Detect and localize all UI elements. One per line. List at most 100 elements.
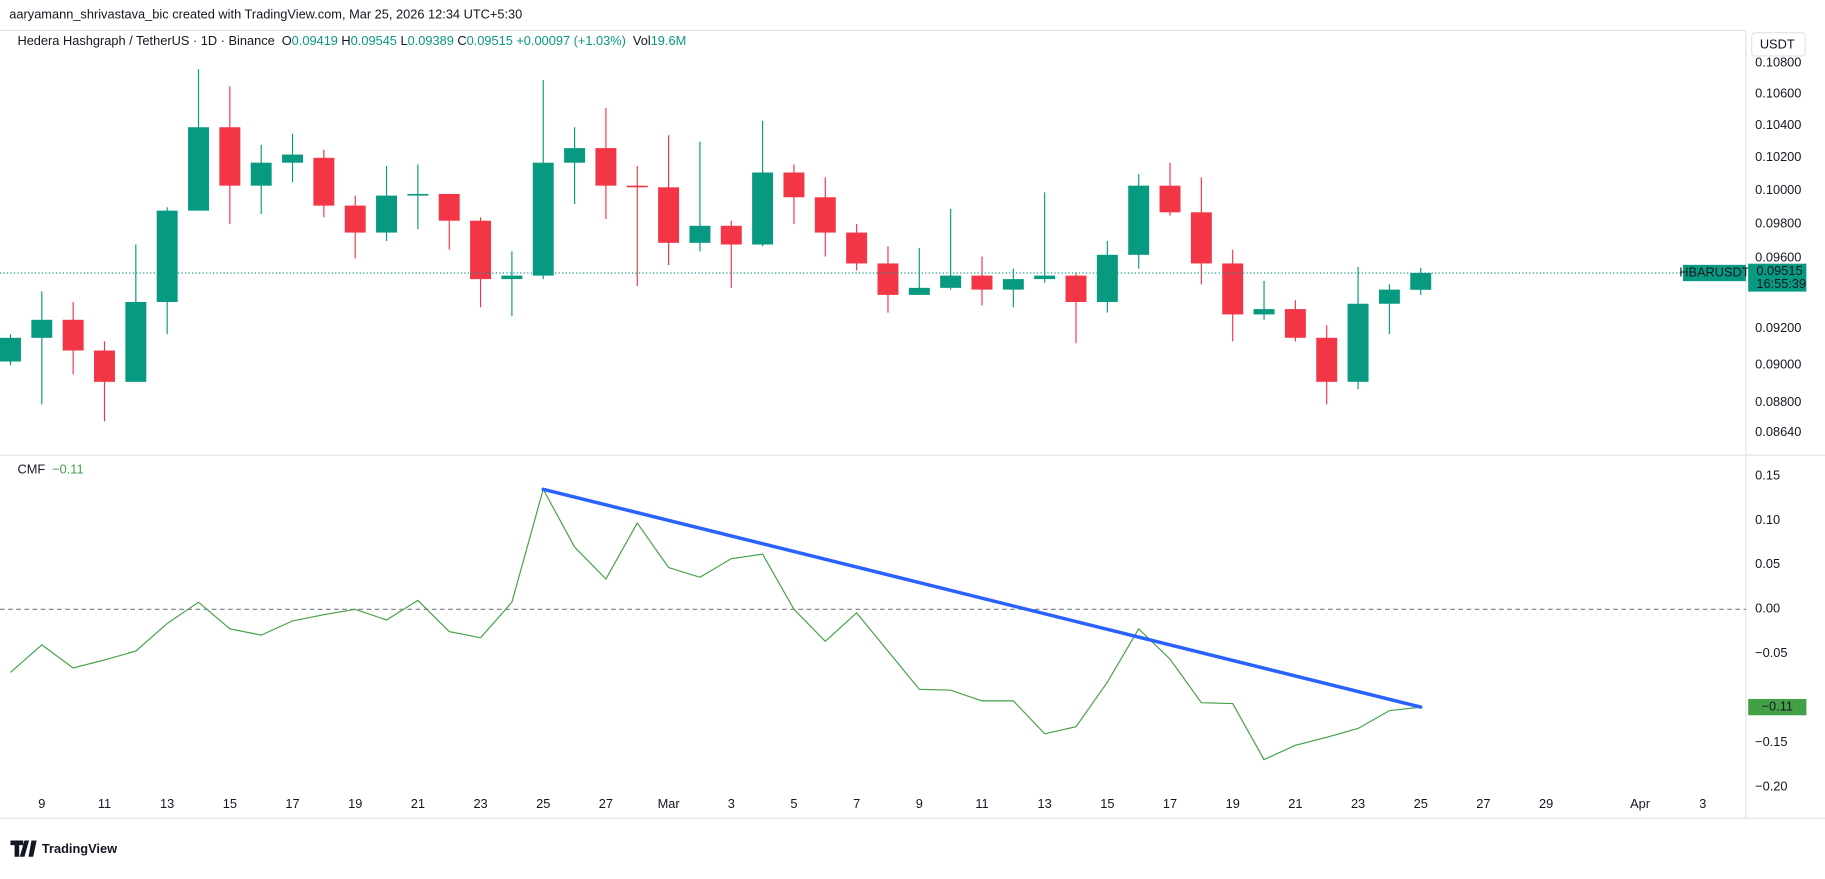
currency-label[interactable]: USDT (1760, 36, 1795, 51)
candle-body (1002, 279, 1024, 290)
x-tick-label: Mar (658, 796, 681, 811)
candle-body (313, 157, 335, 206)
legend-key: O (282, 33, 292, 48)
candle-body (1065, 275, 1087, 302)
x-tick-label: 19 (348, 796, 362, 811)
candle-body (877, 263, 899, 295)
y-tick-label: −0.05 (1755, 645, 1787, 660)
candle-body (783, 172, 805, 198)
x-tick-label: 25 (536, 796, 550, 811)
candle-body (156, 210, 178, 302)
logo-mark (10, 840, 37, 857)
x-tick-label: 25 (1414, 796, 1428, 811)
candle-body (658, 187, 680, 243)
x-tick-label: 5 (790, 796, 797, 811)
legend-key: L (400, 33, 407, 48)
candle-body (31, 319, 53, 338)
legend-key: C (457, 33, 466, 48)
x-tick-label: 13 (160, 796, 174, 811)
x-tick-label: 21 (411, 796, 425, 811)
candle-body (1347, 303, 1369, 382)
legend-key: H (341, 33, 350, 48)
candle-body (376, 195, 398, 233)
candle-body (1034, 275, 1056, 280)
candle-body (0, 337, 21, 362)
symbol-title: Hedera Hashgraph / TetherUS · 1D · Binan… (17, 33, 274, 48)
candle-body (626, 185, 648, 188)
y-tick-label: −0.15 (1755, 734, 1787, 749)
candle-body (1410, 272, 1432, 290)
candle-body (470, 220, 492, 280)
cmf-line (10, 487, 1421, 761)
candle-body (752, 172, 774, 245)
legend-value: 0.09515 (467, 33, 513, 48)
x-tick-label: 27 (1476, 796, 1490, 811)
candle-body (219, 127, 241, 186)
candle-body (1316, 337, 1338, 382)
x-tick-label: 9 (38, 796, 45, 811)
value-tag-bg (1748, 698, 1807, 716)
y-tick-label: 0.09600 (1755, 250, 1801, 265)
x-tick-label: Apr (1630, 796, 1651, 811)
symbol-tag-bg (1683, 264, 1746, 282)
candle-body (595, 148, 617, 186)
price-tag-bg (1748, 263, 1807, 292)
y-tick-label: 0.08640 (1755, 424, 1801, 439)
candle-body (438, 193, 460, 221)
candle-body (971, 275, 993, 290)
y-tick-label: −0.20 (1755, 779, 1787, 794)
y-tick-label: 0.10000 (1755, 182, 1801, 197)
candle-body (1190, 212, 1212, 264)
x-tick-label: 17 (1163, 796, 1177, 811)
candle-body (407, 193, 429, 196)
candle-body (62, 319, 84, 351)
x-tick-label: 3 (1699, 796, 1706, 811)
candle-body (188, 127, 209, 211)
indicator-value: −0.11 (52, 462, 83, 477)
legend-key: Vol (633, 33, 651, 48)
y-tick-label: 0.10800 (1755, 54, 1801, 69)
price-tag: 0.09515 (1756, 263, 1802, 278)
candle-body (814, 197, 836, 233)
y-tick-label: 0.09200 (1755, 320, 1801, 335)
x-tick-label: 29 (1539, 796, 1553, 811)
indicator-title: CMF (17, 462, 45, 477)
candle-body (1222, 263, 1244, 315)
logo-text: TradingView (42, 841, 117, 856)
candle-body (344, 205, 366, 233)
legend-value: 19.6M (651, 33, 687, 48)
x-tick-label: 19 (1226, 796, 1240, 811)
candle-body (282, 154, 304, 163)
indicator-legend: CMF −0.11 (17, 462, 83, 477)
candle-body (1284, 309, 1306, 338)
candle-body (1159, 185, 1181, 213)
y-tick-label: 0.10200 (1755, 149, 1801, 164)
x-tick-label: 23 (473, 796, 487, 811)
x-tick-label: 11 (98, 796, 111, 811)
y-tick-label: 0.08800 (1755, 394, 1801, 409)
trendline (541, 487, 1423, 709)
candle-body (94, 350, 115, 382)
x-tick-label: 11 (975, 796, 988, 811)
y-tick-label: 0.09000 (1755, 357, 1801, 372)
x-tick-label: 13 (1038, 796, 1052, 811)
candle-body (720, 225, 742, 245)
x-tick-label: 3 (728, 796, 735, 811)
y-tick-label: 0.10 (1755, 512, 1780, 527)
currency-button[interactable] (1751, 32, 1806, 57)
candle-body (564, 148, 586, 163)
x-tick-label: 27 (599, 796, 613, 811)
x-tick-label: 15 (1100, 796, 1114, 811)
candle-body (125, 301, 147, 382)
y-tick-label: 0.15 (1755, 467, 1780, 482)
y-tick-label: 0.05 (1755, 556, 1780, 571)
candle-body (250, 162, 272, 186)
candle-body (908, 287, 930, 295)
price-legend: Hedera Hashgraph / TetherUS · 1D · Binan… (17, 33, 686, 48)
x-tick-label: 7 (853, 796, 860, 811)
candle-body (532, 162, 554, 276)
candle-body (501, 275, 523, 280)
candle-body (1096, 254, 1118, 302)
